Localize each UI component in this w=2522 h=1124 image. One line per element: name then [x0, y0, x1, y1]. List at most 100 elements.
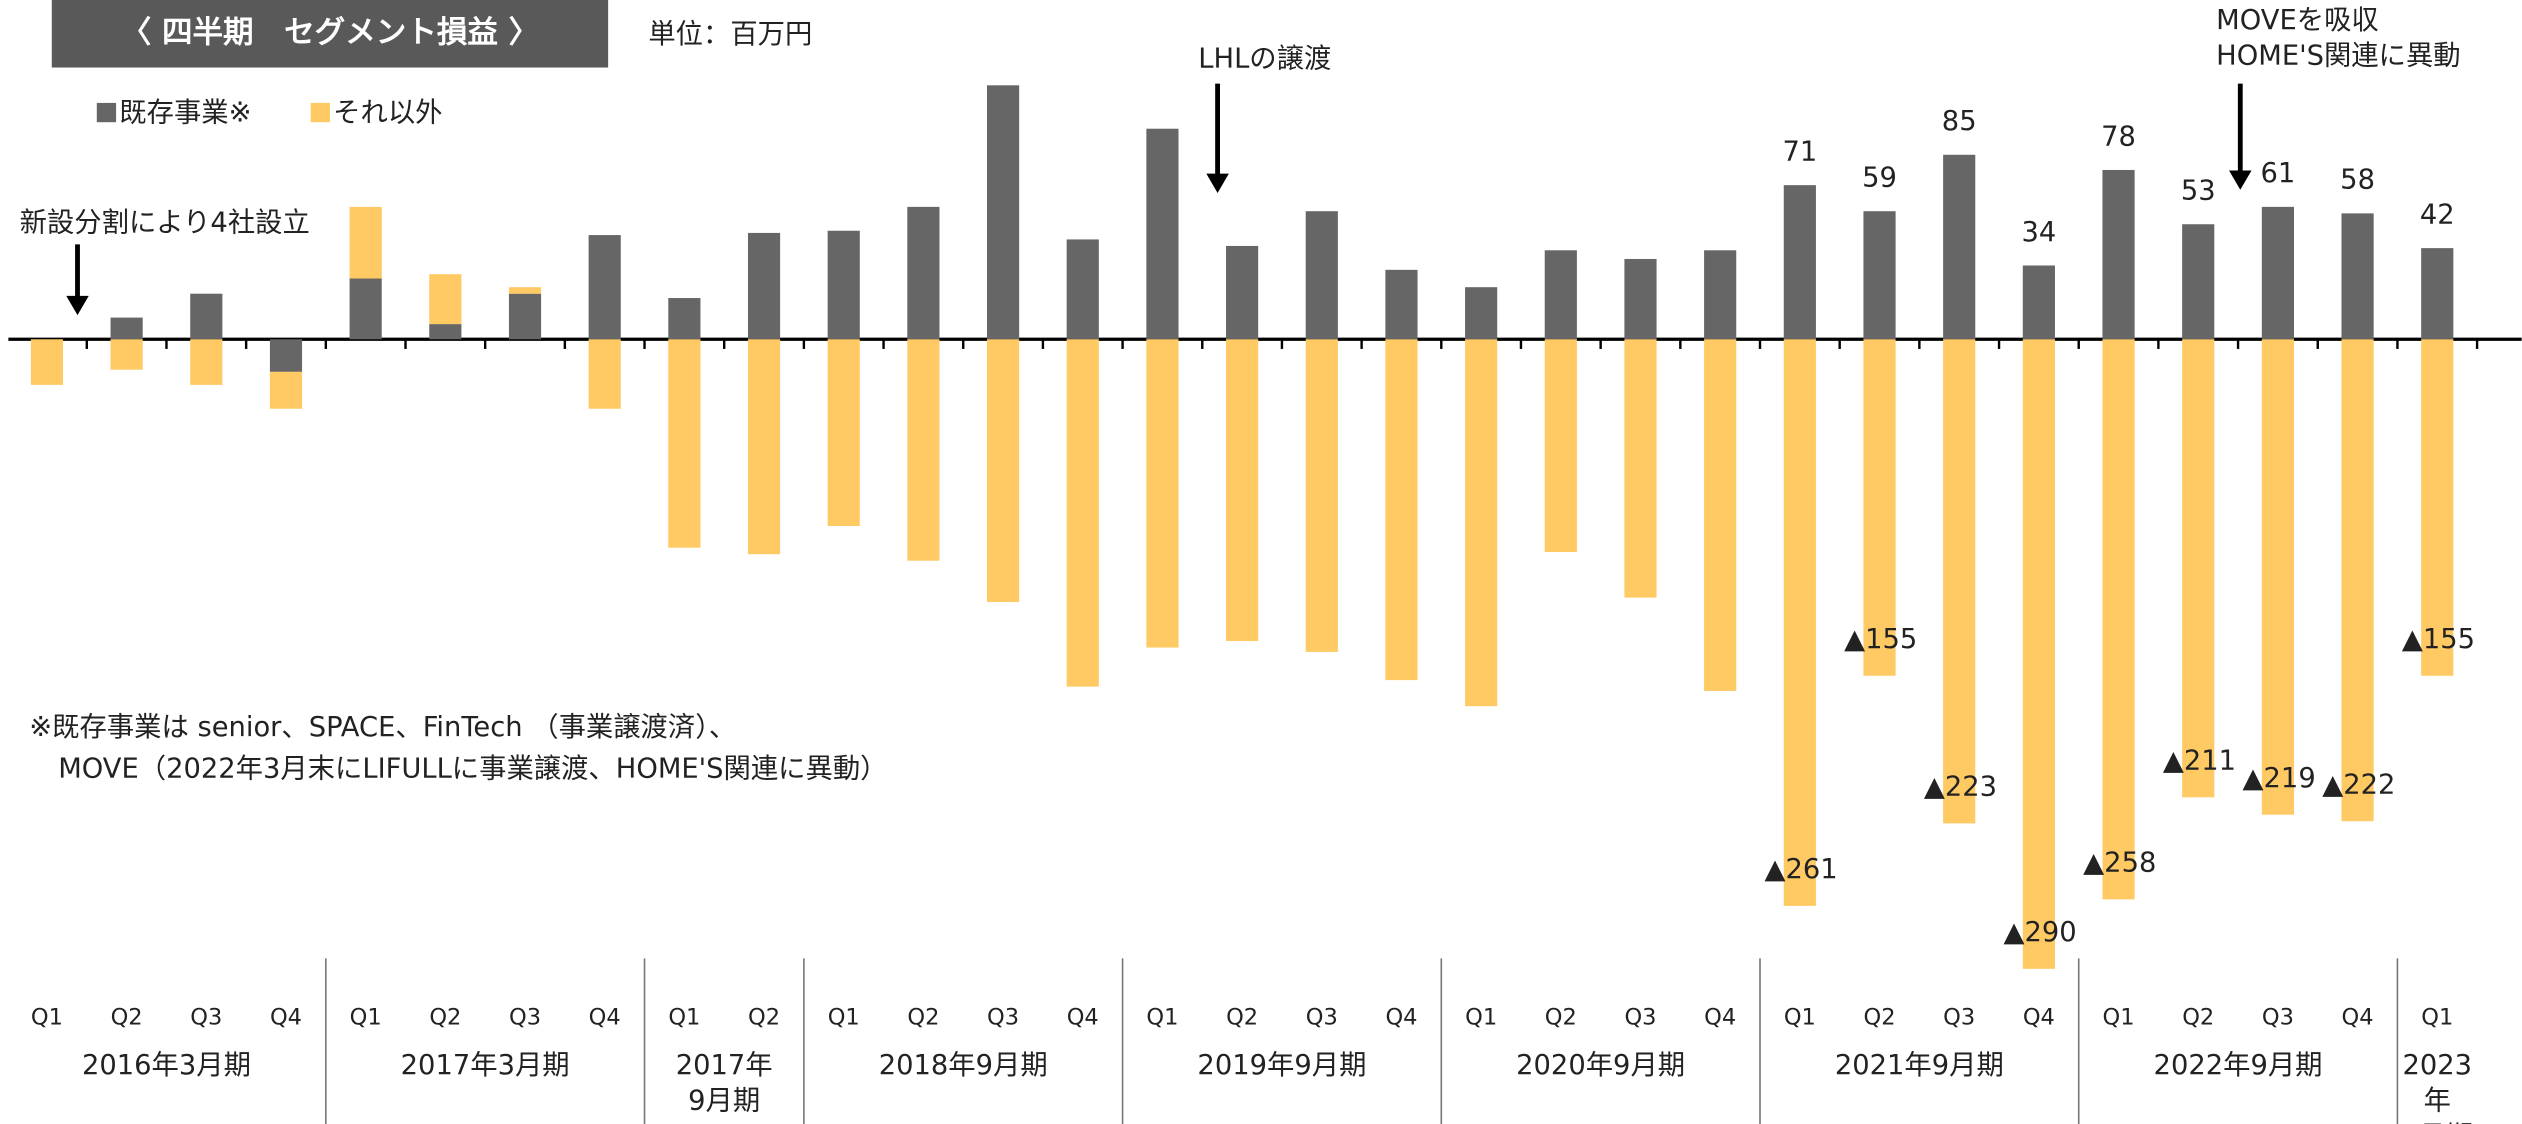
group-label: 2021年9月期 [1835, 1050, 2004, 1082]
bar [827, 230, 860, 340]
x-tick-label: Q1 [1146, 1004, 1178, 1030]
bar [110, 317, 143, 340]
x-tick-label: Q2 [1226, 1004, 1258, 1030]
bar [1305, 211, 1338, 340]
legend-swatch [310, 102, 330, 123]
annotation-arrowhead [66, 295, 89, 316]
bar [1704, 339, 1737, 691]
x-tick-label: Q2 [111, 1004, 143, 1030]
bar [2182, 339, 2215, 798]
bar [349, 206, 382, 279]
x-tick-label: Q3 [2262, 1004, 2294, 1030]
bar [668, 298, 701, 340]
bar [1624, 258, 1657, 340]
value-label: ▲155 [1844, 624, 1917, 655]
unit: 単位：百万円 [648, 19, 812, 50]
bar [1465, 339, 1498, 707]
value-label: 85 [1942, 106, 1977, 137]
value-label: 34 [2021, 217, 2056, 248]
annotation: 新設分割により4社設立 [19, 207, 310, 240]
bar [1146, 339, 1179, 648]
bar [588, 339, 621, 409]
bar [2022, 265, 2055, 340]
annotation: LHLの譲渡 [1198, 43, 1332, 76]
bar [1783, 185, 1816, 340]
bar [429, 274, 462, 325]
bar [349, 278, 382, 340]
x-tick-label: Q2 [748, 1004, 780, 1030]
bar [1704, 250, 1737, 340]
bar [2421, 339, 2454, 676]
group-label: 2018年9月期 [878, 1050, 1048, 1083]
bar [1783, 339, 1816, 906]
value-label: ▲211 [2163, 745, 2236, 776]
bar [110, 339, 143, 370]
x-tick-label: Q1 [1784, 1004, 1816, 1030]
bar [588, 235, 621, 340]
value-label: ▲222 [2322, 769, 2395, 800]
bar [190, 339, 223, 385]
x-tick-label: Q1 [828, 1004, 860, 1030]
bar [508, 287, 542, 294]
x-tick-label: Q4 [1067, 1004, 1099, 1030]
x-tick-label: Q3 [1624, 1004, 1656, 1030]
bar [269, 371, 303, 409]
x-tick-label: Q2 [907, 1004, 939, 1030]
bar [2102, 339, 2135, 900]
x-tick-label: Q1 [668, 1004, 700, 1030]
x-tick-label: Q3 [1306, 1004, 1338, 1030]
group-label: 2023年 9月期 [2401, 1050, 2473, 1124]
x-tick-label: Q2 [1545, 1004, 1577, 1030]
group-label: 2020年9月期 [1516, 1050, 1686, 1083]
group-label: 2017年 9月期 [675, 1050, 773, 1118]
group-label: 2022年9月期 [2153, 1050, 2323, 1083]
x-tick-label: Q1 [1465, 1004, 1497, 1030]
bar [2341, 339, 2374, 822]
x-tick-label: Q4 [2023, 1004, 2055, 1030]
title-box [51, 0, 609, 68]
x-tick-label: Q2 [2182, 1004, 2214, 1030]
group-label: 2022年9月期 [2153, 1050, 2323, 1083]
annotation: LHLの譲渡 [1198, 43, 1332, 76]
x-tick-label: Q1 [31, 1004, 63, 1030]
value-label: 58 [2340, 165, 2375, 196]
value-label: 78 [2101, 121, 2136, 152]
bar [1943, 154, 1976, 340]
bar [747, 339, 781, 555]
x-tick-label: Q4 [270, 1004, 302, 1030]
bar [2261, 206, 2294, 340]
bar [30, 339, 64, 385]
bar [1066, 239, 1099, 340]
x-tick-label: Q2 [1864, 1004, 1896, 1030]
value-label: 59 [1862, 163, 1897, 194]
bar [2182, 224, 2215, 340]
group-label: 2017年3月期 [400, 1050, 570, 1083]
value-label: 71 [1782, 137, 1817, 168]
x-tick-label: Q2 [429, 1004, 461, 1030]
group-label: 2017年 9月期 [675, 1050, 773, 1118]
annotation: MOVEを吸収 HOME'S関連に異動 [2216, 4, 2461, 73]
title: 〈 四半期 セグメント損益 〉 [121, 15, 539, 50]
x-tick-label: Q3 [509, 1004, 541, 1030]
x-tick-label: Q1 [2103, 1004, 2135, 1030]
bar [668, 339, 701, 548]
bar [1305, 339, 1338, 652]
x-tick-label: Q4 [1704, 1004, 1736, 1030]
bar [2341, 213, 2374, 340]
annotation-arrowhead [1206, 173, 1229, 193]
bar [1544, 339, 1577, 553]
bar [2261, 339, 2294, 815]
bar [986, 339, 1020, 602]
bar [827, 339, 860, 526]
bar [1624, 339, 1657, 598]
x-tick-label: Q4 [589, 1004, 621, 1030]
value-label: ▲261 [1764, 854, 1837, 885]
bar [190, 293, 223, 340]
bar [1385, 269, 1418, 340]
group-label: 2020年9月期 [1516, 1050, 1686, 1083]
bar [1226, 245, 1259, 340]
value-label: ▲290 [2003, 917, 2076, 948]
annotation-arrowhead [2229, 170, 2252, 190]
group-label: 2017年3月期 [400, 1050, 570, 1083]
